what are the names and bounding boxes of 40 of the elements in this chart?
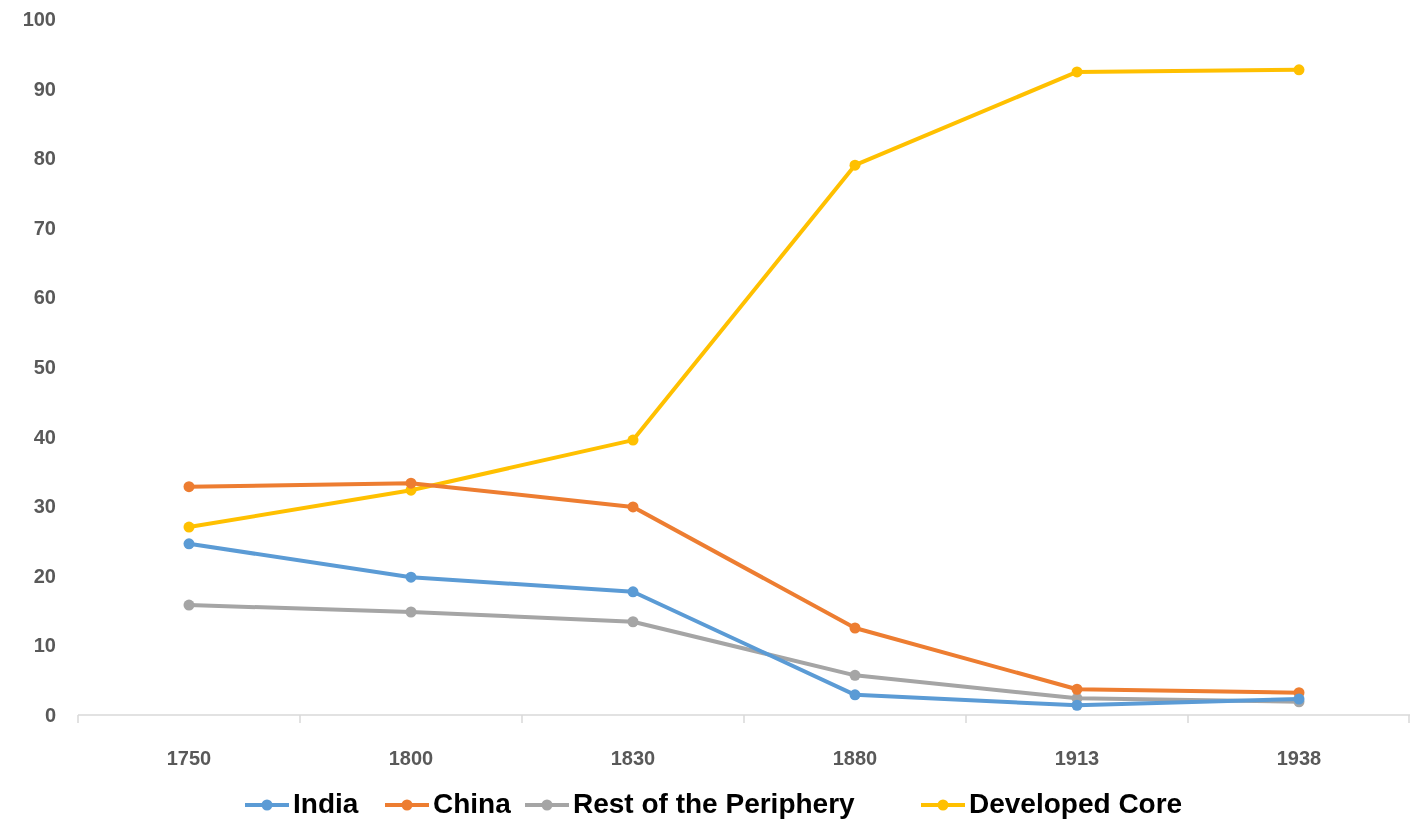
x-tick-label: 1938 xyxy=(1276,747,1322,769)
x-tick-label: 1913 xyxy=(1054,747,1100,769)
x-tick-label: 1880 xyxy=(832,747,878,769)
point xyxy=(183,599,195,611)
point xyxy=(1071,699,1083,711)
y-tick-label: 30 xyxy=(33,495,56,518)
y-tick-label: 0 xyxy=(44,704,56,726)
legend-label: Rest of the Periphery xyxy=(573,788,856,819)
point xyxy=(1071,66,1083,78)
y-tick-label: 80 xyxy=(33,147,56,170)
point xyxy=(849,689,861,701)
x-tick-label: 1750 xyxy=(166,747,212,769)
y-tick-label: 20 xyxy=(33,564,56,587)
point xyxy=(627,586,639,598)
point xyxy=(183,538,195,550)
point xyxy=(849,159,861,171)
point xyxy=(627,434,639,446)
legend-label: Developed Core xyxy=(969,788,1183,819)
y-tick-label: 100 xyxy=(22,8,56,30)
point xyxy=(405,571,417,583)
y-tick-label: 40 xyxy=(33,425,56,448)
y-tick-label: 50 xyxy=(33,356,56,378)
point xyxy=(849,669,861,681)
y-tick-label: 10 xyxy=(33,634,56,657)
point xyxy=(1293,64,1305,76)
point xyxy=(405,477,417,489)
point xyxy=(183,481,195,493)
legend-label: India xyxy=(293,788,359,819)
point xyxy=(405,606,417,618)
point xyxy=(849,622,861,634)
x-tick-label: 1800 xyxy=(388,747,434,769)
point xyxy=(183,521,195,533)
y-tick-label: 90 xyxy=(33,77,56,100)
legend-label: China xyxy=(433,788,512,819)
x-tick-label: 1830 xyxy=(610,747,656,769)
y-tick-label: 70 xyxy=(33,216,56,239)
point xyxy=(627,501,639,513)
point xyxy=(627,616,639,628)
point xyxy=(1071,683,1083,695)
y-tick-label: 60 xyxy=(33,286,56,309)
